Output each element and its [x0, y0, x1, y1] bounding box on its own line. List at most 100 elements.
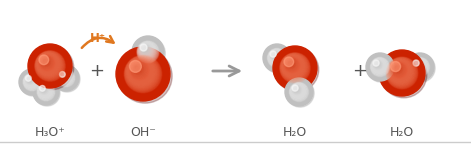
- Circle shape: [140, 44, 152, 56]
- Circle shape: [271, 52, 278, 59]
- Circle shape: [35, 51, 65, 81]
- Circle shape: [294, 87, 299, 92]
- Circle shape: [132, 63, 146, 77]
- Circle shape: [40, 86, 45, 91]
- Circle shape: [37, 53, 60, 76]
- Circle shape: [291, 84, 306, 99]
- Circle shape: [26, 76, 34, 84]
- Circle shape: [39, 85, 51, 97]
- Circle shape: [130, 61, 148, 79]
- Circle shape: [389, 60, 411, 82]
- Circle shape: [394, 65, 401, 72]
- Circle shape: [60, 72, 69, 81]
- Circle shape: [143, 47, 146, 50]
- Circle shape: [395, 66, 399, 71]
- Circle shape: [410, 57, 430, 77]
- Circle shape: [374, 60, 383, 70]
- Circle shape: [280, 53, 310, 83]
- Circle shape: [281, 54, 308, 81]
- Circle shape: [61, 73, 67, 79]
- Circle shape: [287, 60, 295, 68]
- Circle shape: [132, 63, 145, 76]
- Circle shape: [137, 41, 159, 63]
- Circle shape: [389, 60, 412, 82]
- Circle shape: [415, 62, 419, 66]
- Circle shape: [412, 59, 425, 72]
- Circle shape: [136, 67, 137, 68]
- Circle shape: [412, 59, 426, 73]
- Circle shape: [374, 61, 381, 68]
- Circle shape: [59, 71, 71, 83]
- Circle shape: [414, 61, 422, 69]
- Circle shape: [59, 71, 71, 83]
- Circle shape: [414, 61, 421, 68]
- Circle shape: [131, 62, 147, 78]
- Circle shape: [284, 58, 300, 73]
- Circle shape: [411, 58, 429, 75]
- Circle shape: [43, 59, 48, 64]
- Circle shape: [290, 83, 308, 101]
- Circle shape: [374, 61, 382, 69]
- Circle shape: [374, 60, 383, 70]
- Circle shape: [415, 62, 420, 66]
- Circle shape: [59, 71, 71, 82]
- Circle shape: [268, 50, 284, 65]
- Circle shape: [137, 41, 158, 62]
- Circle shape: [271, 52, 278, 59]
- Circle shape: [288, 61, 292, 65]
- Circle shape: [58, 71, 72, 84]
- Circle shape: [28, 78, 31, 81]
- Circle shape: [285, 58, 299, 72]
- Circle shape: [292, 86, 302, 95]
- Circle shape: [58, 70, 73, 85]
- Circle shape: [283, 56, 304, 77]
- Circle shape: [293, 86, 301, 94]
- Circle shape: [28, 78, 30, 80]
- Circle shape: [138, 42, 156, 60]
- Circle shape: [295, 88, 297, 90]
- Circle shape: [38, 84, 54, 100]
- Circle shape: [24, 73, 40, 90]
- Circle shape: [268, 49, 285, 66]
- Circle shape: [42, 88, 45, 91]
- Circle shape: [268, 49, 284, 65]
- Circle shape: [386, 57, 418, 89]
- Circle shape: [284, 57, 301, 74]
- Circle shape: [37, 53, 61, 77]
- Circle shape: [374, 61, 382, 68]
- Circle shape: [371, 58, 389, 75]
- Circle shape: [284, 57, 300, 73]
- Circle shape: [286, 60, 296, 69]
- Circle shape: [58, 70, 72, 84]
- Circle shape: [373, 59, 385, 72]
- Circle shape: [415, 62, 420, 67]
- Circle shape: [389, 59, 413, 84]
- Circle shape: [282, 55, 306, 79]
- Circle shape: [289, 61, 292, 65]
- Circle shape: [387, 58, 416, 87]
- Circle shape: [269, 50, 283, 64]
- Circle shape: [41, 88, 45, 91]
- Circle shape: [140, 44, 152, 56]
- Circle shape: [62, 74, 65, 77]
- Circle shape: [290, 83, 308, 100]
- Circle shape: [375, 62, 379, 66]
- Circle shape: [38, 84, 52, 98]
- Circle shape: [142, 46, 148, 52]
- Circle shape: [140, 45, 151, 55]
- Circle shape: [24, 74, 39, 89]
- Circle shape: [41, 87, 46, 92]
- Circle shape: [411, 58, 428, 75]
- Circle shape: [280, 53, 309, 82]
- Circle shape: [139, 44, 154, 58]
- Circle shape: [281, 54, 307, 80]
- Circle shape: [42, 88, 44, 90]
- Circle shape: [292, 85, 303, 97]
- Circle shape: [411, 58, 428, 75]
- Circle shape: [59, 72, 65, 77]
- Circle shape: [271, 52, 279, 60]
- Circle shape: [270, 52, 280, 61]
- Circle shape: [268, 48, 286, 67]
- Circle shape: [292, 86, 301, 94]
- Circle shape: [124, 55, 161, 92]
